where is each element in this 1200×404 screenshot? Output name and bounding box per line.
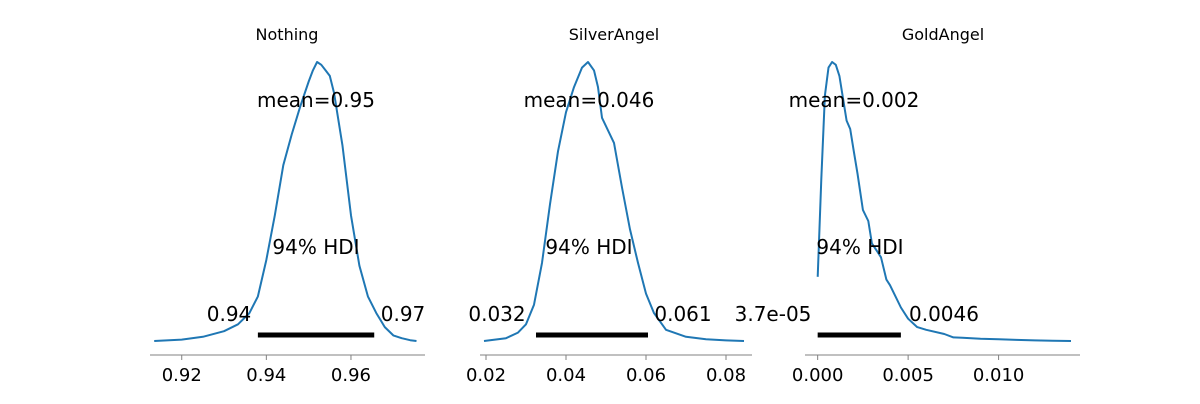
x-tick-label: 0.04 xyxy=(546,365,586,386)
hdi-label: 94% HDI xyxy=(545,235,632,259)
mean-label: mean=0.002 xyxy=(789,88,920,112)
x-tick-label: 0.02 xyxy=(466,365,506,386)
mean-label: mean=0.046 xyxy=(524,88,655,112)
panel-1: Nothing mean=0.95 94% HDI 0.94 0.97 0.92 0.94 0… xyxy=(150,25,425,386)
x-tick-label: 0.06 xyxy=(626,365,666,386)
panel-title: SilverAngel xyxy=(569,25,659,44)
x-tick-label: 0.94 xyxy=(246,365,286,386)
mean-label: mean=0.95 xyxy=(257,88,375,112)
x-tick-label: 0.000 xyxy=(792,365,844,386)
hdi-label: 94% HDI xyxy=(272,235,359,259)
hdi-low-label: 0.032 xyxy=(468,302,525,326)
x-tick-label: 0.010 xyxy=(973,365,1025,386)
density-curve xyxy=(154,61,417,342)
density-curve xyxy=(816,61,1072,342)
hdi-high-label: 0.0046 xyxy=(909,302,979,326)
panel-title: GoldAngel xyxy=(902,25,984,44)
x-tick-label: 0.96 xyxy=(331,365,371,386)
panel-3: GoldAngel mean=0.002 94% HDI 3.7e-05 0.0046 0… xyxy=(735,25,1080,386)
density-curve xyxy=(483,61,745,342)
x-tick-label: 0.92 xyxy=(162,365,202,386)
hdi-low-label: 0.94 xyxy=(207,302,252,326)
panel-title: Nothing xyxy=(256,25,319,44)
hdi-low-label: 3.7e-05 xyxy=(735,302,812,326)
hdi-high-label: 0.97 xyxy=(381,302,426,326)
hdi-high-label: 0.061 xyxy=(654,302,711,326)
x-tick-label: 0.005 xyxy=(882,365,934,386)
x-tick-label: 0.08 xyxy=(706,365,746,386)
panel-2: SilverAngel mean=0.046 94% HDI 0.032 0.061 0.… xyxy=(466,25,752,386)
hdi-label: 94% HDI xyxy=(816,235,903,259)
